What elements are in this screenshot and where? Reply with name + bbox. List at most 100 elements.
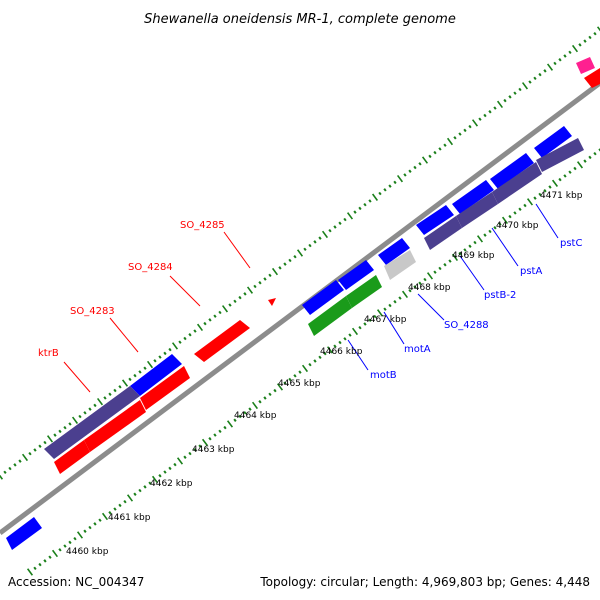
gene-feature[interactable] — [302, 280, 344, 315]
tick-mark — [101, 512, 109, 521]
tick-mark — [318, 355, 322, 360]
tick-mark — [263, 277, 267, 281]
gene-label-so4288[interactable]: SO_4288 — [444, 320, 489, 331]
gene-label-pstc[interactable]: pstC — [560, 238, 582, 249]
gene-label-so4283[interactable]: SO_4283 — [70, 306, 115, 317]
gene-feature[interactable] — [44, 386, 140, 459]
gene-feature[interactable] — [492, 162, 542, 204]
gene-label-so4284[interactable]: SO_4284 — [128, 262, 173, 273]
tick-mark — [508, 214, 512, 219]
tick-mark — [26, 568, 34, 576]
gene-label-pstb2[interactable]: pstB-2 — [484, 290, 516, 301]
gene-feature[interactable] — [416, 205, 454, 235]
tick-mark — [108, 511, 112, 515]
tick-mark — [313, 359, 317, 363]
tick-mark — [588, 35, 592, 40]
gene-feature[interactable] — [534, 126, 572, 158]
tick-mark — [476, 235, 484, 243]
tick-mark — [96, 397, 104, 406]
tick-mark — [208, 437, 212, 441]
tick-mark — [103, 396, 107, 400]
tick-mark — [538, 192, 542, 197]
tick-mark — [458, 251, 462, 256]
gene-label-psta[interactable]: pstA — [520, 266, 542, 277]
tick-mark — [88, 407, 92, 411]
tick-mark — [378, 191, 382, 196]
tick-mark — [473, 240, 477, 245]
tick-mark — [151, 475, 159, 484]
tick-mark — [483, 113, 487, 118]
gene-feature[interactable] — [456, 192, 498, 228]
tick-mark — [168, 347, 172, 352]
gene-label-so4285[interactable]: SO_4285 — [180, 220, 225, 231]
gene-feature[interactable] — [268, 298, 276, 306]
tick-row-upper — [0, 26, 600, 480]
gene-feature[interactable] — [308, 296, 352, 336]
tick-mark — [198, 444, 202, 448]
tick-mark — [0, 474, 4, 480]
gene-feature[interactable] — [6, 517, 42, 550]
tick-mark — [163, 470, 167, 474]
tick-mark — [451, 253, 459, 262]
tick-mark — [253, 284, 257, 289]
gene-feature[interactable] — [194, 320, 250, 362]
tick-mark — [248, 407, 252, 411]
tick-mark — [183, 336, 187, 341]
gene-label-ktrb[interactable]: ktrB — [38, 348, 59, 359]
gene-feature[interactable] — [490, 153, 534, 189]
tick-mark — [271, 267, 279, 276]
tick-mark — [68, 422, 72, 426]
tick-mark — [333, 225, 337, 229]
tick-mark — [298, 370, 302, 374]
gene-feature[interactable] — [84, 400, 146, 452]
tick-mark — [488, 229, 492, 234]
gene-feature[interactable] — [584, 68, 600, 88]
tick-mark — [363, 322, 367, 326]
gene-feature[interactable] — [338, 260, 374, 290]
tick-mark — [3, 470, 7, 475]
tick-mark — [518, 87, 522, 92]
tick-mark — [578, 43, 582, 47]
gene-feature[interactable] — [384, 250, 416, 280]
tick-mark — [353, 210, 357, 214]
gene-feature[interactable] — [140, 366, 190, 410]
tick-mark — [438, 147, 442, 151]
gene-feature[interactable] — [54, 440, 90, 474]
tick-mark — [483, 233, 487, 237]
tick-mark — [48, 555, 52, 559]
tick-mark — [528, 80, 532, 84]
tick-mark — [348, 333, 352, 337]
gene-label-mota[interactable]: motA — [404, 344, 431, 355]
gene-feature[interactable] — [576, 57, 595, 74]
tick-mark — [568, 170, 572, 174]
tick-mark — [443, 143, 447, 147]
tick-mark — [158, 474, 162, 478]
tick-mark — [178, 340, 182, 344]
tick-mark — [201, 438, 209, 447]
tick-mark — [168, 466, 172, 471]
gene-feature[interactable] — [424, 216, 462, 250]
tick-mark — [401, 290, 409, 299]
tick-label: 4465 kbp — [278, 379, 321, 389]
tick-mark — [218, 310, 222, 315]
tick-mark — [243, 411, 247, 415]
tick-mark — [358, 206, 362, 211]
tick-mark — [588, 155, 592, 160]
tick-mark — [188, 333, 192, 337]
gene-feature[interactable] — [346, 275, 382, 308]
tick-mark — [288, 377, 292, 382]
tick-mark — [413, 285, 417, 289]
tick-mark — [243, 292, 247, 296]
gene-feature[interactable] — [452, 180, 494, 214]
gene-label-motb[interactable]: motB — [370, 370, 397, 381]
tick-mark — [221, 305, 229, 313]
gene-feature[interactable] — [130, 354, 182, 396]
gene-feature[interactable] — [378, 238, 410, 265]
tick-mark — [346, 212, 354, 220]
gene-feature[interactable] — [536, 138, 584, 172]
tick-mark — [563, 174, 567, 178]
tick-mark — [418, 162, 422, 166]
tick-mark — [251, 401, 259, 410]
tick-mark — [388, 303, 392, 308]
tick-mark — [128, 377, 132, 382]
